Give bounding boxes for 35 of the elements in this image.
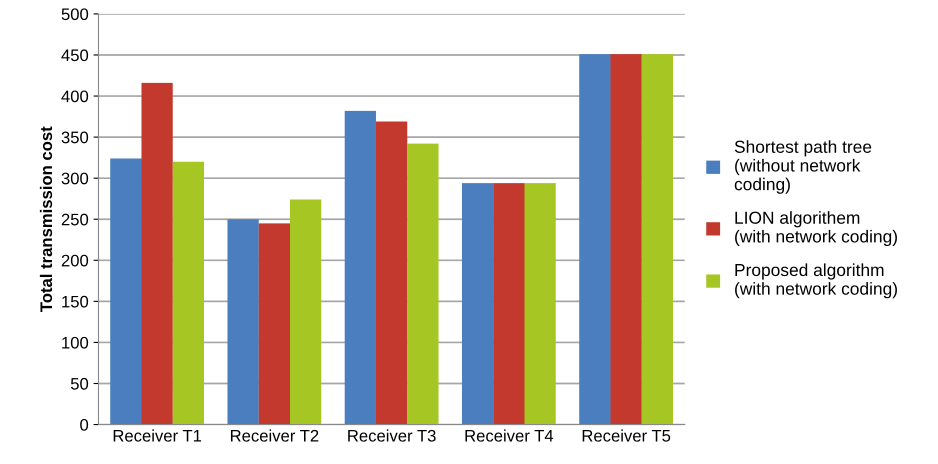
bar (141, 82, 173, 425)
bar (290, 200, 322, 425)
y-tick-label: 500 (62, 8, 88, 20)
y-axis-title: Total transmission cost (40, 126, 52, 312)
legend-label: Shortest path tree (without network coding) (734, 140, 872, 194)
bar (407, 144, 439, 425)
y-tick-label: 150 (62, 296, 88, 308)
y-tick-label: 50 (70, 378, 88, 390)
y-tick-label: 200 (62, 254, 88, 267)
x-tick-label: Receiver T3 (348, 429, 436, 442)
x-tick-label: Receiver T1 (114, 429, 202, 442)
bar (110, 158, 142, 425)
x-tick-label: Receiver T4 (465, 429, 554, 442)
legend-label: LION algorithem (with network coding) (735, 211, 897, 246)
bar (376, 122, 408, 425)
y-tick-label: 250 (62, 214, 88, 226)
bar (172, 162, 204, 425)
bar (227, 219, 259, 425)
y-tick-label: 100 (62, 336, 88, 349)
y-tick-label: 300 (62, 172, 88, 184)
x-tick-label: Receiver T5 (582, 429, 670, 442)
x-tick-label: Receiver T2 (230, 429, 318, 442)
bar (258, 223, 290, 425)
y-tick-label: 450 (61, 49, 88, 62)
bar (344, 110, 376, 425)
bar (579, 54, 610, 425)
y-tick-label: 0 (80, 418, 88, 431)
bar (462, 183, 494, 425)
bar (610, 54, 642, 425)
y-tick-label: 350 (62, 132, 88, 144)
bar (524, 183, 556, 425)
legend-label: Proposed algorithm (with network coding) (735, 263, 897, 298)
y-tick-label: 400 (61, 90, 88, 102)
bar (642, 54, 674, 425)
bar (493, 183, 524, 425)
